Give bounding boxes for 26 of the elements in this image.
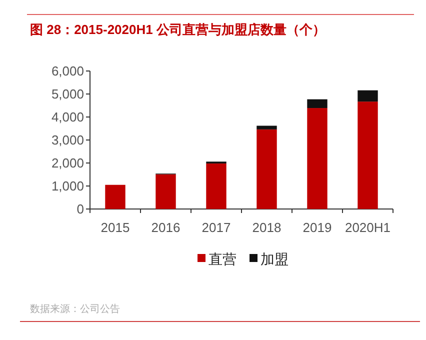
bar xyxy=(206,163,226,209)
y-tick-label: 6,000 xyxy=(51,64,84,78)
bar xyxy=(358,90,378,102)
y-tick-label: 3,000 xyxy=(51,132,84,148)
legend-label: 直营 xyxy=(208,251,236,267)
x-tick-label: 2019 xyxy=(302,220,332,235)
legend-label: 加盟 xyxy=(260,251,288,267)
bar xyxy=(256,126,277,130)
bar xyxy=(307,99,328,108)
bar xyxy=(256,129,277,209)
bar xyxy=(358,102,378,209)
source-note: 数据来源：公司公告 xyxy=(30,303,120,315)
x-tick-label: 2020H1 xyxy=(344,220,391,235)
y-tick-label: 1,000 xyxy=(51,178,84,194)
y-tick-label: 4,000 xyxy=(51,110,84,124)
y-tick-label: 5,000 xyxy=(51,86,84,102)
bar xyxy=(307,108,328,209)
y-tick-label: 2,000 xyxy=(51,156,84,170)
x-tick-label: 2018 xyxy=(252,220,282,235)
bar xyxy=(105,184,126,209)
chart-title: 图 28：2015-2020H1 公司直营与加盟店数量（个） xyxy=(30,22,326,37)
x-tick-label: 2015 xyxy=(100,220,130,235)
x-tick-label: 2017 xyxy=(202,220,231,235)
x-tick-label: 2016 xyxy=(151,220,180,235)
y-tick-label: 0 xyxy=(76,202,84,216)
bar xyxy=(156,174,176,209)
